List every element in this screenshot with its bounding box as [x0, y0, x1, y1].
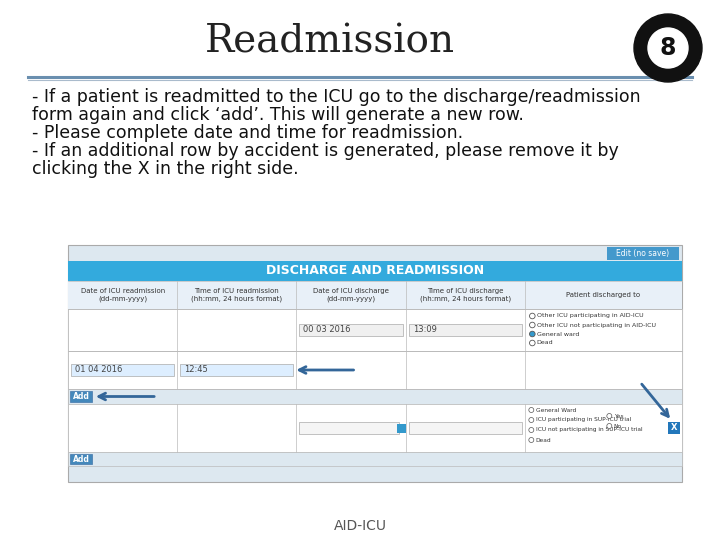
Circle shape	[529, 322, 535, 328]
Circle shape	[529, 331, 535, 337]
Text: Add: Add	[73, 455, 89, 463]
FancyBboxPatch shape	[70, 391, 92, 402]
Text: Date of ICU discharge
(dd-mm-yyyy): Date of ICU discharge (dd-mm-yyyy)	[313, 288, 389, 302]
Text: Other ICU not participating in AID-ICU: Other ICU not participating in AID-ICU	[537, 322, 656, 327]
Circle shape	[529, 340, 535, 346]
Text: Patient discharged to: Patient discharged to	[567, 292, 641, 298]
Circle shape	[607, 414, 612, 418]
Text: AID-ICU: AID-ICU	[333, 519, 387, 533]
FancyBboxPatch shape	[68, 452, 682, 466]
Circle shape	[528, 437, 534, 442]
Text: 8: 8	[660, 36, 676, 60]
Circle shape	[634, 14, 702, 82]
Text: Add: Add	[73, 392, 89, 401]
FancyBboxPatch shape	[68, 261, 682, 281]
FancyBboxPatch shape	[300, 422, 399, 434]
Circle shape	[528, 428, 534, 433]
Text: 12:45: 12:45	[184, 366, 208, 375]
FancyBboxPatch shape	[71, 364, 174, 376]
Text: 01 04 2016: 01 04 2016	[75, 366, 122, 375]
Text: form again and click ‘add’. This will generate a new row.: form again and click ‘add’. This will ge…	[32, 106, 524, 124]
Text: Edit (no save): Edit (no save)	[616, 249, 670, 258]
Circle shape	[528, 417, 534, 422]
Text: - Please complete date and time for readmission.: - Please complete date and time for read…	[32, 124, 463, 142]
FancyBboxPatch shape	[68, 245, 682, 482]
FancyBboxPatch shape	[409, 324, 522, 336]
Text: 13:09: 13:09	[413, 326, 436, 334]
FancyBboxPatch shape	[68, 309, 682, 351]
Text: No: No	[614, 423, 622, 429]
FancyBboxPatch shape	[668, 422, 680, 434]
Text: Readmission: Readmission	[205, 24, 455, 60]
FancyBboxPatch shape	[68, 404, 682, 452]
Text: clicking the X in the right side.: clicking the X in the right side.	[32, 160, 299, 178]
Text: Time of ICU readmission
(hh:mm, 24 hours format): Time of ICU readmission (hh:mm, 24 hours…	[192, 288, 282, 302]
Text: DISCHARGE AND READMISSION: DISCHARGE AND READMISSION	[266, 265, 484, 278]
Text: Dead: Dead	[536, 437, 552, 442]
Text: ICU not participating in SUP-ICU trial: ICU not participating in SUP-ICU trial	[536, 428, 642, 433]
Text: - If a patient is readmitted to the ICU go to the discharge/readmission: - If a patient is readmitted to the ICU …	[32, 88, 641, 106]
Circle shape	[528, 408, 534, 413]
FancyBboxPatch shape	[180, 364, 294, 376]
FancyBboxPatch shape	[397, 424, 405, 433]
Text: Date of ICU readmission
(dd-mm-yyyy): Date of ICU readmission (dd-mm-yyyy)	[81, 288, 165, 302]
Text: 00 03 2016: 00 03 2016	[303, 326, 351, 334]
Text: General Ward: General Ward	[536, 408, 576, 413]
Text: Other ICU participating in AID-ICU: Other ICU participating in AID-ICU	[537, 314, 644, 319]
Text: X: X	[671, 423, 678, 433]
Circle shape	[529, 313, 535, 319]
FancyBboxPatch shape	[607, 247, 679, 260]
Circle shape	[607, 423, 612, 429]
FancyBboxPatch shape	[68, 389, 682, 404]
Text: Dead: Dead	[537, 341, 554, 346]
Text: Time of ICU discharge
(hh:mm, 24 hours format): Time of ICU discharge (hh:mm, 24 hours f…	[420, 288, 510, 302]
FancyBboxPatch shape	[68, 281, 682, 309]
Text: General ward: General ward	[537, 332, 579, 336]
Circle shape	[648, 28, 688, 68]
FancyBboxPatch shape	[70, 454, 92, 464]
Text: Yes: Yes	[614, 414, 624, 418]
FancyBboxPatch shape	[409, 422, 522, 434]
Text: - If an additional row by accident is generated, please remove it by: - If an additional row by accident is ge…	[32, 142, 618, 160]
FancyBboxPatch shape	[300, 324, 402, 336]
Text: ICU participating in SUP-ICU trial: ICU participating in SUP-ICU trial	[536, 417, 631, 422]
FancyBboxPatch shape	[68, 351, 682, 389]
